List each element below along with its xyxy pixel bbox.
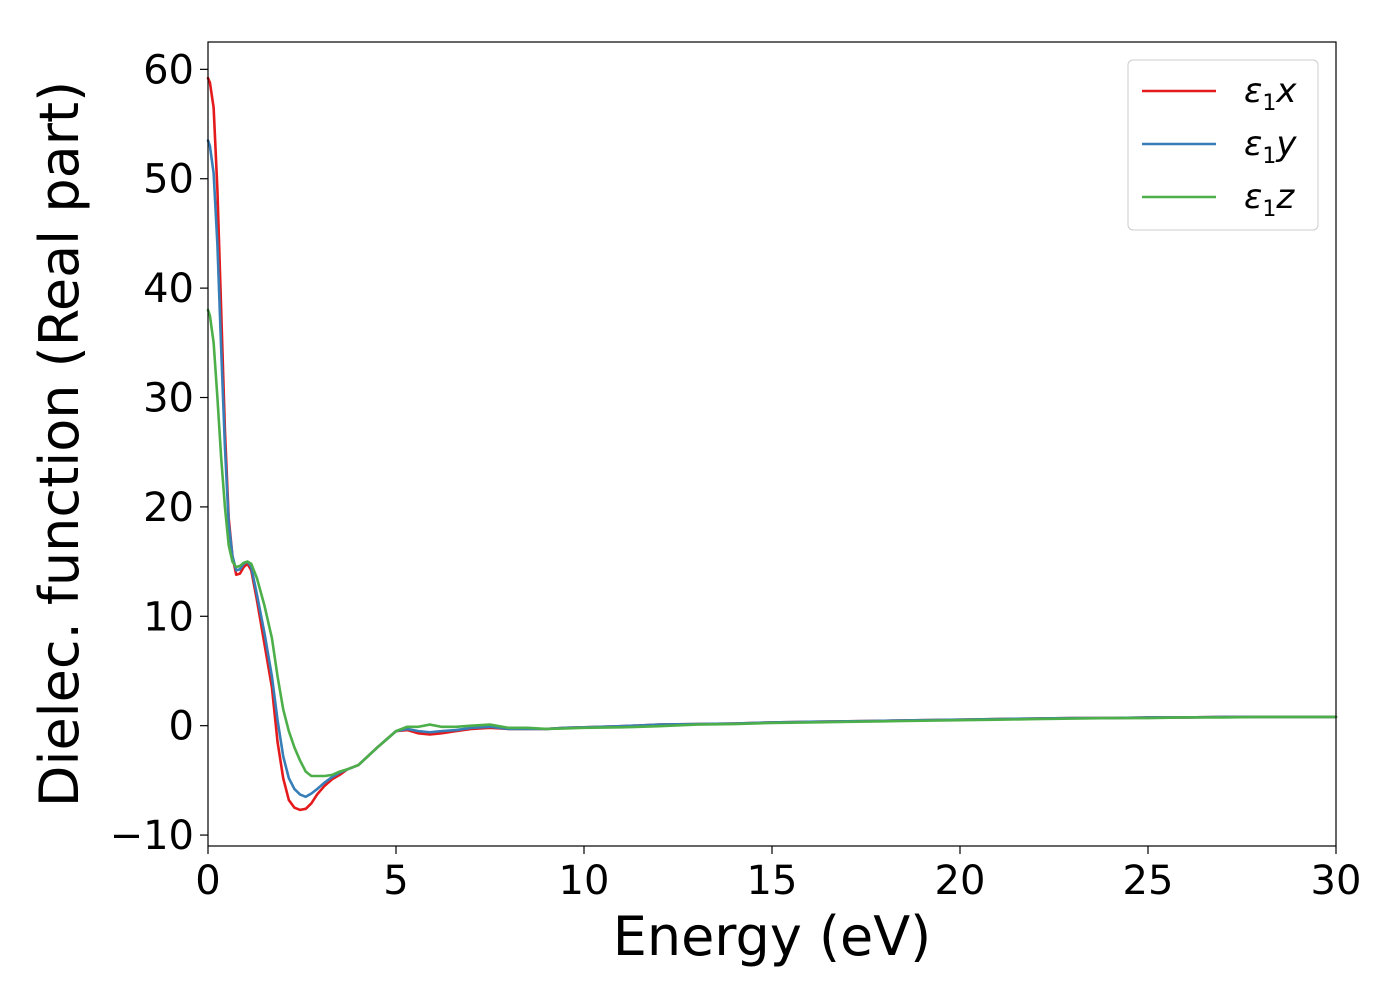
x-tick-label: 0	[195, 858, 220, 904]
y-tick-label: 10	[143, 594, 194, 640]
legend: ε1x ε1y ε1z	[1127, 59, 1319, 231]
legend-label-x: ε1x	[1244, 71, 1297, 116]
x-axis: 0 5 10 15 20 25 30	[195, 846, 1361, 904]
y-tick-label: −10	[110, 813, 194, 859]
x-tick-label: 30	[1311, 858, 1362, 904]
x-tick-label: 15	[747, 858, 798, 904]
x-axis-label: Energy (eV)	[613, 905, 932, 968]
x-tick-label: 25	[1123, 858, 1174, 904]
x-tick-label: 5	[383, 858, 408, 904]
legend-label-z: ε1z	[1244, 177, 1295, 222]
y-tick-label: 0	[169, 704, 194, 750]
y-tick-label: 30	[143, 376, 194, 422]
series-layer	[206, 76, 1338, 812]
y-tick-label: 40	[143, 266, 194, 312]
legend-label-y: ε1y	[1244, 124, 1297, 169]
legend-frame	[1127, 59, 1319, 231]
y-tick-label: 60	[143, 47, 194, 93]
x-tick-label: 20	[935, 858, 986, 904]
x-tick-label: 10	[559, 858, 610, 904]
series-line-z	[206, 308, 1338, 778]
y-axis: −10 0 10 20 30 40 50 60	[110, 47, 208, 859]
y-tick-label: 50	[143, 157, 194, 203]
y-axis-label: Dielec. function (Real part)	[28, 81, 91, 807]
y-tick-label: 20	[143, 485, 194, 531]
